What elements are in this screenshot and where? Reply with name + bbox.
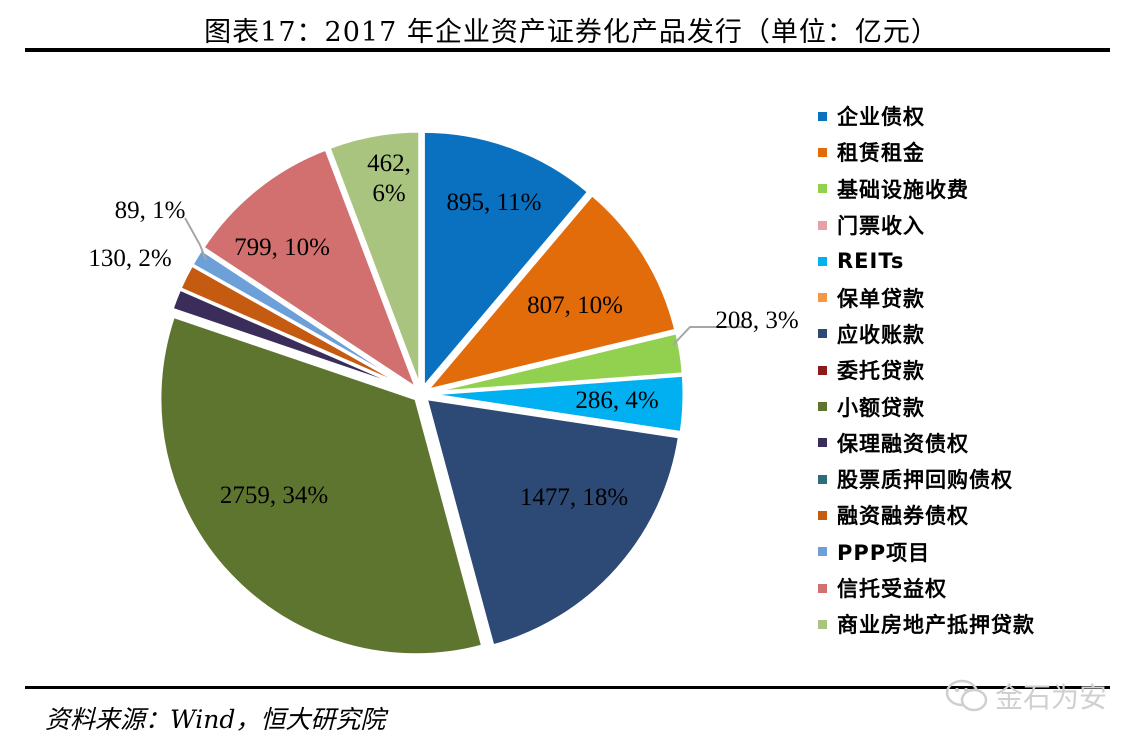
leader-line-12 [184, 217, 207, 261]
wechat-icon [945, 679, 988, 712]
legend: 企业债权租赁租金基础设施收费 门票收入 REITs 保单贷款应收账款委托贷款小额贷款保… [818, 98, 1118, 642]
legend-label: PPP项目 [837, 540, 931, 565]
legend-label: 小额贷款 [837, 395, 925, 420]
data-label-0: 895, 11% [447, 189, 542, 216]
legend-swatch [818, 583, 827, 593]
legend-item-6: 应收账款 [818, 316, 1118, 352]
data-label-2: 208, 3% [715, 307, 798, 334]
leader-line-2 [672, 326, 750, 346]
source-note: 资料来源：Wind，恒大研究院 [45, 705, 386, 734]
legend-item-14: 商业房地产抵押贷款 [818, 606, 1118, 642]
legend-item-13: 信托受益权 [818, 570, 1118, 606]
legend-label: 保理融资债权 [837, 431, 969, 456]
title-rule [25, 48, 1110, 52]
pie-slices [158, 129, 686, 657]
data-label-13: 799, 10% [234, 234, 330, 261]
data-label-1: 807, 10% [527, 292, 623, 319]
pie-slice-13 [200, 147, 420, 393]
legend-label: 应收账款 [837, 322, 925, 347]
legend-label: 融资融券债权 [837, 504, 969, 529]
data-label-8: 2759, 34% [220, 482, 328, 509]
legend-label: 企业债权 [837, 105, 925, 130]
data-labels: 895, 11% 807, 10% 208, 3% 286, 4% 1477, 18% 2… [88, 150, 798, 511]
legend-swatch [818, 293, 827, 303]
legend-item-12: PPP项目 [818, 534, 1118, 570]
pie-slice-1 [422, 192, 678, 393]
pie-slice-0 [421, 129, 591, 392]
watermark-text: 金石为安 [995, 681, 1108, 714]
legend-swatch [818, 474, 827, 484]
watermark: 金石为安 [945, 676, 1107, 716]
legend-item-3: 门票收入 [818, 207, 1118, 243]
legend-label: 租赁租金 [837, 141, 925, 166]
pie-slice-8 [158, 314, 485, 657]
data-label-11: 130, 2% [88, 245, 171, 272]
legend-swatch [818, 619, 827, 629]
legend-item-11: 融资融券债权 [818, 497, 1118, 533]
legend-swatch [818, 220, 827, 230]
legend-swatch [818, 147, 827, 157]
legend-label: 股票质押回购债权 [837, 468, 1013, 493]
chart-title: 图表17：2017 年企业资产证券化产品发行（单位：亿元） [204, 17, 939, 48]
source-rule [25, 686, 1110, 689]
legend-swatch [818, 256, 827, 266]
pie-slice-6 [424, 396, 682, 648]
legend-swatch [818, 438, 827, 448]
legend-item-9: 保理融资债权 [818, 425, 1118, 461]
legend-label: 信托受益权 [837, 577, 947, 601]
pie-slice-4 [427, 373, 686, 435]
legend-item-4: REITs [818, 243, 1118, 279]
legend-label: 基础设施收费 [837, 177, 969, 202]
legend-swatch [818, 365, 827, 375]
pie-slice-14 [327, 129, 422, 388]
legend-swatch [818, 510, 827, 520]
leader-lines [184, 217, 750, 346]
legend-item-8: 小额贷款 [818, 388, 1118, 424]
legend-item-10: 股票质押回购债权 [818, 461, 1118, 497]
legend-item-1: 租赁租金 [818, 134, 1118, 170]
legend-item-7: 委托贷款 [818, 352, 1118, 388]
legend-swatch [818, 402, 827, 412]
data-label-14: 462, 6% [367, 150, 411, 207]
legend-label: REITs [837, 249, 905, 274]
legend-swatch [818, 329, 827, 339]
legend-label: 门票收入 [837, 214, 925, 239]
legend-item-0: 企业债权 [818, 98, 1118, 134]
legend-swatch [818, 111, 827, 121]
legend-swatch [818, 547, 827, 557]
legend-item-2: 基础设施收费 [818, 171, 1118, 207]
data-label-4: 286, 4% [575, 387, 658, 414]
data-label-6: 1477, 18% [520, 484, 628, 511]
legend-swatch [818, 184, 827, 194]
legend-label: 保单贷款 [837, 286, 925, 311]
legend-label: 委托贷款 [837, 359, 925, 384]
legend-item-5: 保单贷款 [818, 279, 1118, 315]
data-label-12: 89, 1% [115, 197, 186, 224]
legend-label: 商业房地产抵押贷款 [837, 613, 1035, 638]
